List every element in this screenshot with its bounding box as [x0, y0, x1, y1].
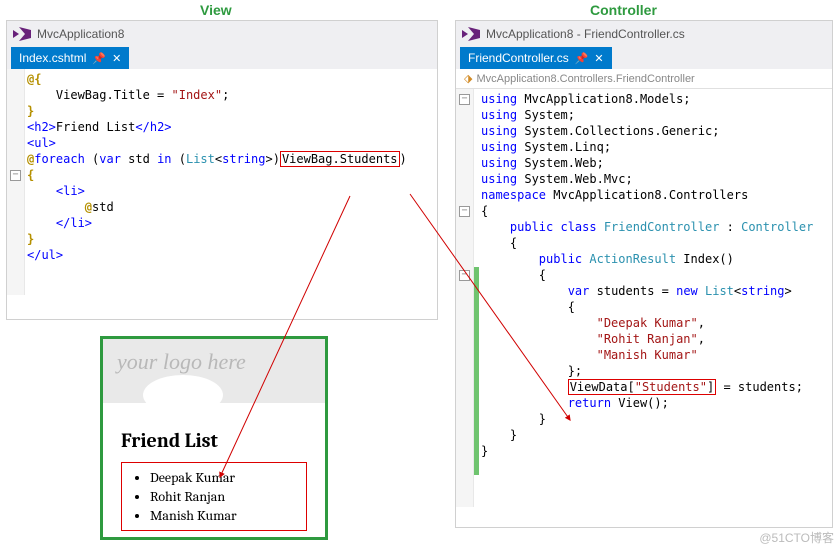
view-window-title: MvcApplication8: [37, 27, 124, 41]
rendered-list: Deepak Kumar Rohit Ranjan Manish Kumar: [121, 462, 307, 531]
controller-gutter: [456, 89, 474, 507]
list-item: Rohit Ranjan: [150, 488, 298, 505]
controller-titlebar: MvcApplication8 - FriendController.cs: [456, 21, 832, 47]
controller-heading: Controller: [590, 2, 657, 18]
render-body: Friend List Deepak Kumar Rohit Ranjan Mani…: [103, 403, 325, 541]
rendered-heading: Friend List: [121, 429, 307, 452]
pin-icon[interactable]: 📌: [92, 52, 106, 65]
list-item: Manish Kumar: [150, 507, 298, 524]
rendered-output: your logo here Friend List Deepak Kumar R…: [100, 336, 328, 540]
close-icon[interactable]: ✕: [594, 52, 603, 65]
logo-placeholder: your logo here: [103, 339, 325, 403]
controller-code[interactable]: using MvcApplication8.Models;using Syste…: [479, 89, 817, 507]
vs-icon: [13, 27, 31, 41]
view-gutter: [7, 69, 25, 295]
view-code[interactable]: @{ ViewBag.Title = "Index";}<h2>Friend L…: [25, 69, 411, 295]
view-tabrow: Index.cshtml 📌 ✕: [7, 47, 437, 69]
controller-panel: MvcApplication8 - FriendController.cs Fr…: [455, 20, 833, 528]
watermark: @51CTO博客: [759, 529, 834, 546]
vs-icon: [462, 27, 480, 41]
view-heading: View: [200, 2, 232, 18]
controller-window-title: MvcApplication8 - FriendController.cs: [486, 27, 685, 41]
view-titlebar: MvcApplication8: [7, 21, 437, 47]
tab-label: FriendController.cs: [468, 51, 569, 65]
controller-tabrow: FriendController.cs 📌 ✕: [456, 47, 832, 69]
controller-breadcrumb[interactable]: ⬗ MvcApplication8.Controllers.FriendCont…: [456, 69, 832, 89]
view-panel: MvcApplication8 Index.cshtml 📌 ✕ @{ View…: [6, 20, 438, 320]
close-icon[interactable]: ✕: [112, 52, 121, 65]
tab-index-cshtml[interactable]: Index.cshtml 📌 ✕: [11, 47, 129, 69]
list-item: Deepak Kumar: [150, 469, 298, 486]
pin-icon[interactable]: 📌: [575, 52, 589, 65]
controller-code-area[interactable]: using MvcApplication8.Models;using Syste…: [456, 89, 832, 507]
tab-label: Index.cshtml: [19, 51, 86, 65]
tab-friend-controller[interactable]: FriendController.cs 📌 ✕: [460, 47, 612, 69]
class-icon: ⬗: [464, 72, 472, 85]
view-code-area[interactable]: @{ ViewBag.Title = "Index";}<h2>Friend L…: [7, 69, 437, 295]
breadcrumb-text: MvcApplication8.Controllers.FriendContro…: [476, 73, 694, 85]
